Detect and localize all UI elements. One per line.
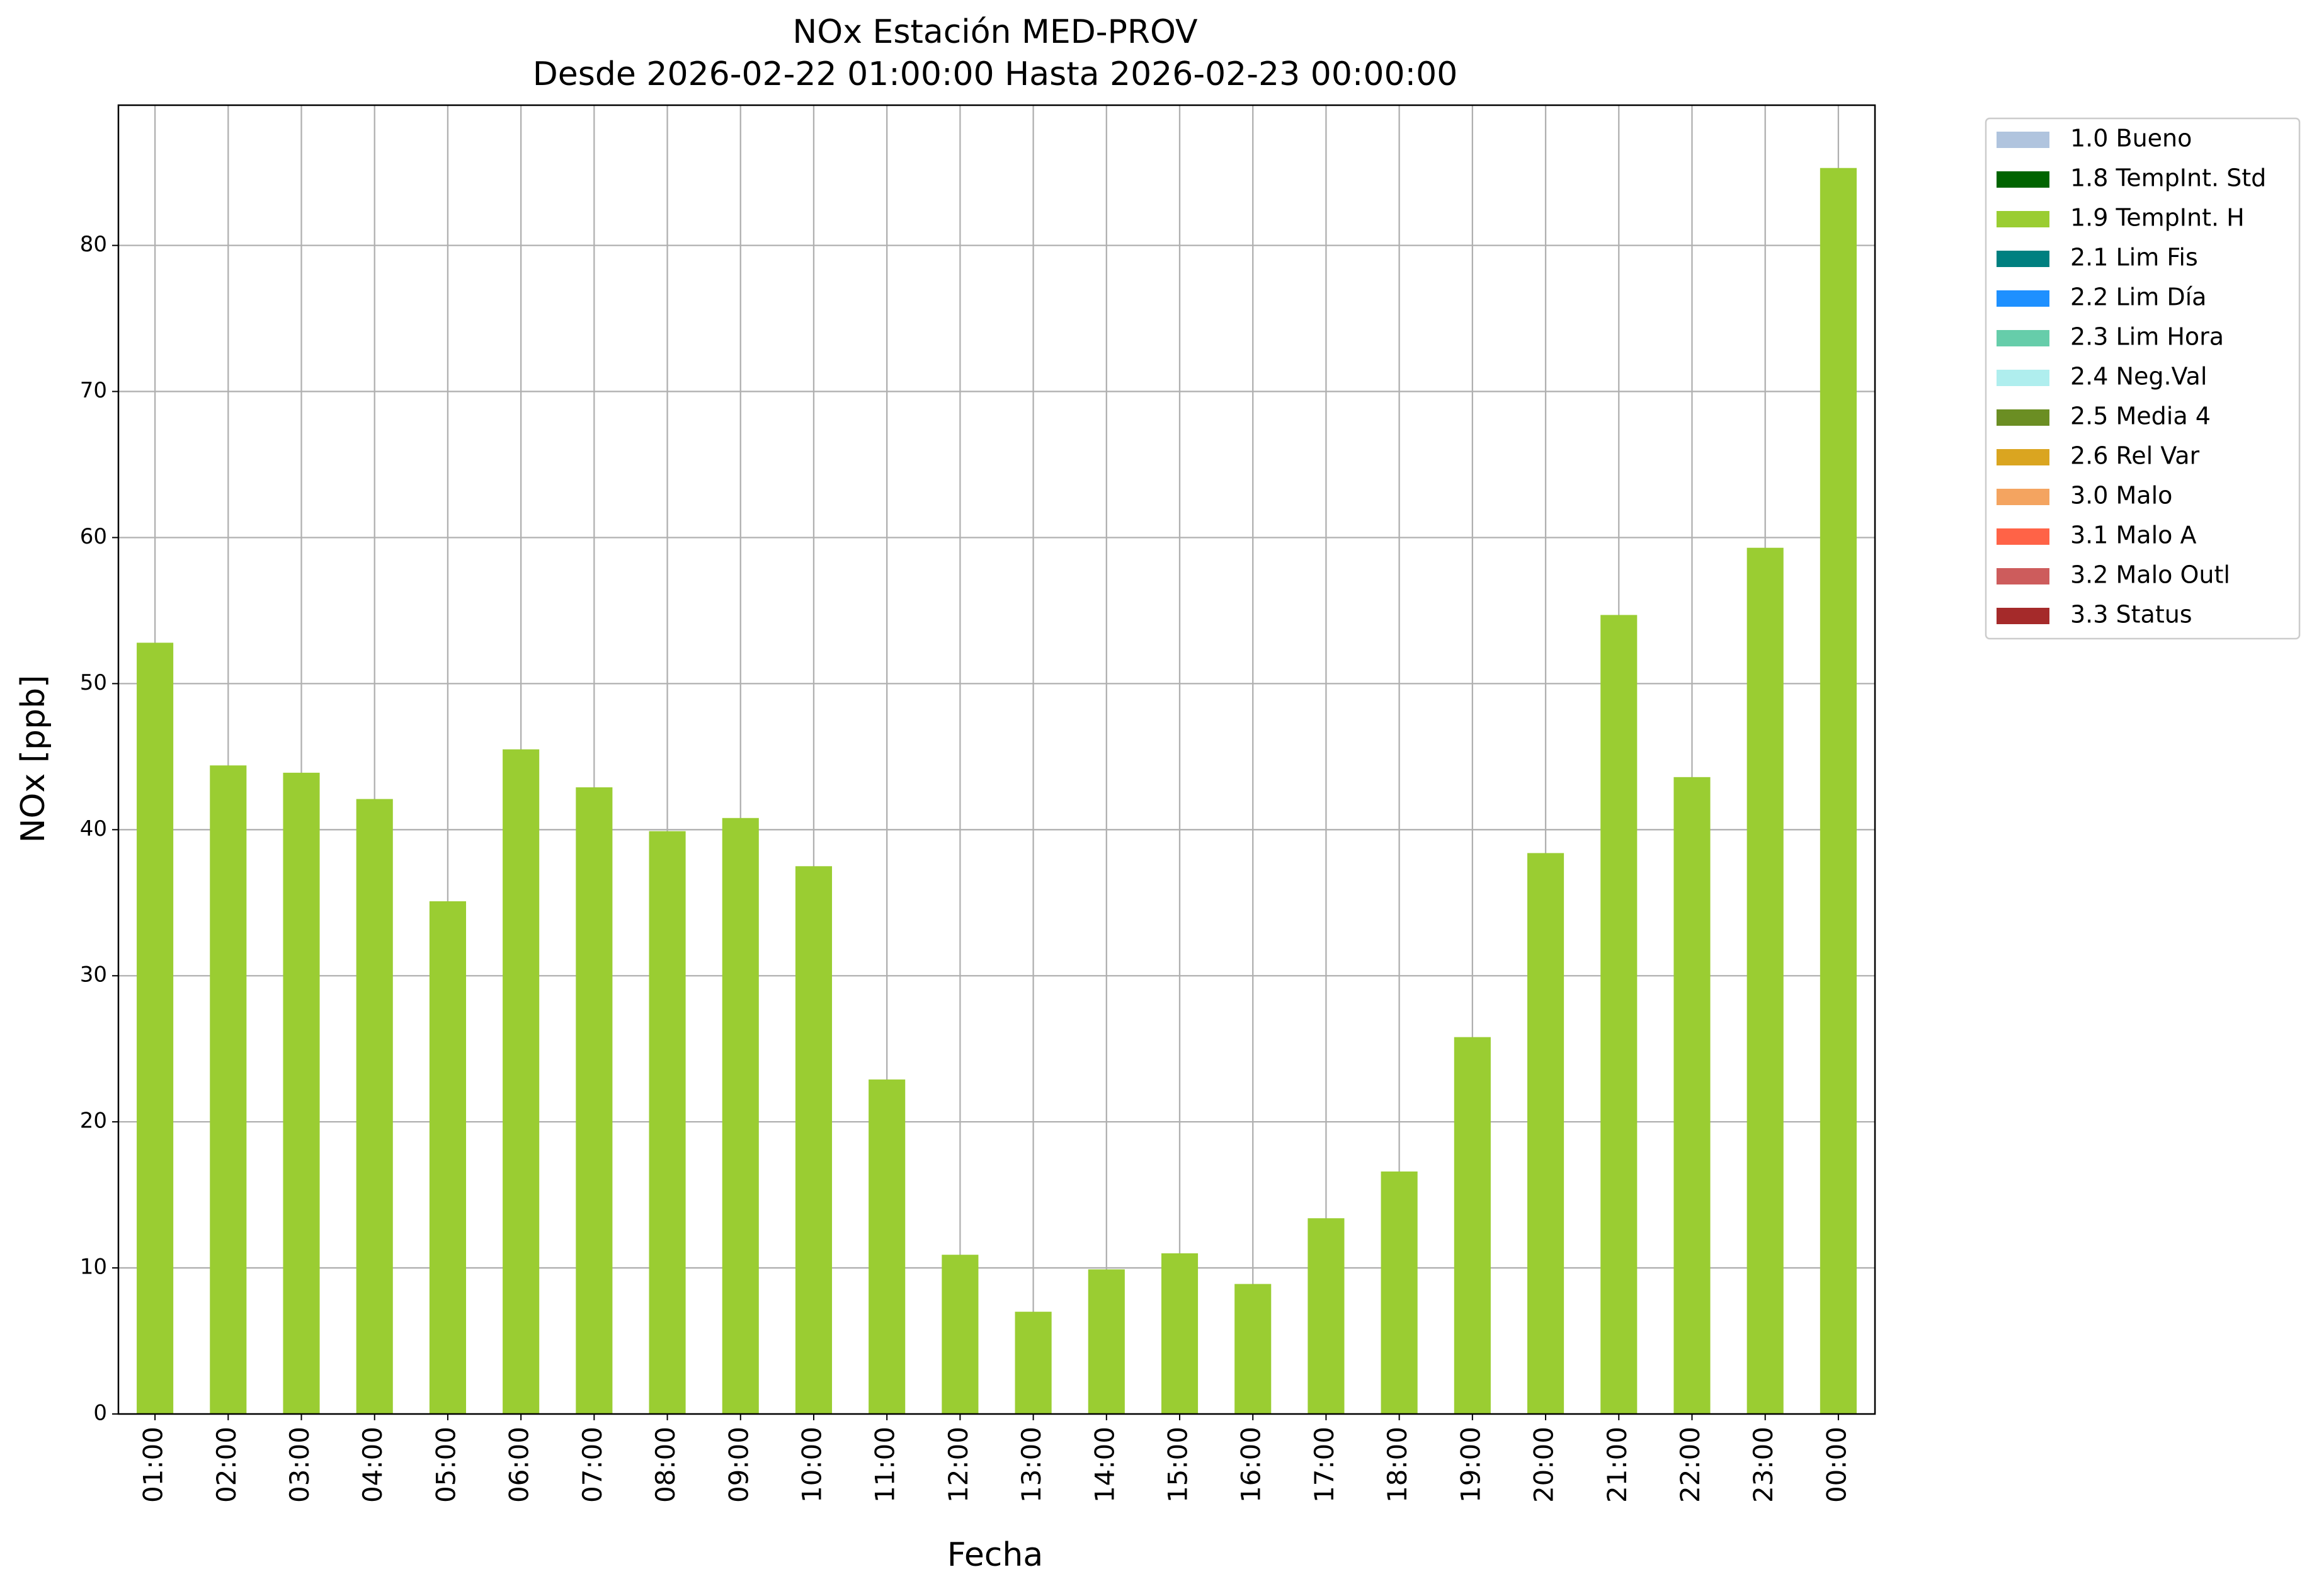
legend-label: 1.9 TempInt. H	[2070, 204, 2245, 232]
bar-segment	[1088, 1269, 1125, 1414]
bar-segment	[356, 799, 393, 1414]
legend-swatch	[1997, 449, 2049, 465]
x-tick-label: 03:00	[284, 1427, 315, 1503]
y-tick-label: 60	[80, 524, 107, 549]
x-tick-label: 08:00	[650, 1427, 681, 1503]
x-tick-label: 00:00	[1821, 1427, 1852, 1503]
y-tick-label: 70	[80, 378, 107, 403]
legend-swatch	[1997, 489, 2049, 505]
bar-segment	[649, 831, 686, 1414]
bar-segment	[1161, 1253, 1199, 1414]
bar-segment	[1015, 1311, 1052, 1414]
bar-segment	[1234, 1284, 1272, 1414]
bar-segment	[429, 901, 466, 1414]
bar-segment	[722, 818, 759, 1414]
x-tick-label: 12:00	[943, 1427, 974, 1503]
legend-label: 2.6 Rel Var	[2070, 442, 2200, 470]
bar-segment	[1527, 853, 1564, 1414]
legend-swatch	[1997, 568, 2049, 584]
bar-segment	[137, 642, 174, 1414]
bar-segment	[1673, 777, 1711, 1414]
legend-swatch	[1997, 608, 2049, 624]
y-tick-label: 0	[93, 1401, 107, 1426]
bar-segment	[1381, 1171, 1418, 1414]
legend-label: 1.8 TempInt. Std	[2070, 164, 2266, 192]
legend-label: 2.3 Lim Hora	[2070, 323, 2224, 351]
legend-label: 3.0 Malo	[2070, 482, 2172, 510]
x-tick-label: 07:00	[577, 1427, 608, 1503]
y-tick-label: 50	[80, 670, 107, 695]
bar-segment	[869, 1079, 906, 1414]
x-tick-label: 09:00	[723, 1427, 754, 1503]
x-tick-label: 17:00	[1309, 1427, 1340, 1503]
y-tick-label: 80	[80, 232, 107, 257]
legend-label: 3.3 Status	[2070, 601, 2192, 629]
bar-segment	[1600, 615, 1638, 1414]
bar-segment	[1820, 168, 1857, 1414]
bar-segment	[576, 787, 613, 1414]
plot-frame	[117, 104, 1876, 1415]
x-tick-label: 13:00	[1016, 1427, 1047, 1503]
y-tick-label: 30	[80, 962, 107, 988]
legend-swatch	[1997, 290, 2049, 307]
x-tick-label: 01:00	[138, 1427, 169, 1503]
legend-swatch	[1997, 370, 2049, 386]
legend-label: 2.2 Lim Día	[2070, 283, 2206, 311]
x-tick-label: 20:00	[1529, 1427, 1559, 1503]
x-axis-label: Fecha	[947, 1536, 1043, 1574]
bar-segment	[942, 1255, 979, 1414]
legend-label: 2.1 Lim Fis	[2070, 244, 2198, 271]
legend-label: 3.1 Malo A	[2070, 522, 2196, 549]
x-tick-label: 04:00	[357, 1427, 388, 1503]
x-tick-label: 18:00	[1382, 1427, 1413, 1503]
bar-segment	[1454, 1037, 1491, 1414]
y-tick-label: 10	[80, 1255, 107, 1280]
bar-segment	[1746, 547, 1784, 1414]
x-tick-label: 14:00	[1089, 1427, 1120, 1503]
legend-swatch	[1997, 251, 2049, 267]
legend-swatch	[1997, 171, 2049, 188]
x-tick-label: 15:00	[1163, 1427, 1194, 1503]
x-tick-label: 02:00	[211, 1427, 242, 1503]
x-tick-label: 23:00	[1748, 1427, 1779, 1503]
chart-subtitle: Desde 2026-02-22 01:00:00 Hasta 2026-02-…	[533, 55, 1458, 93]
chart-title: NOx Estación MED-PROV	[792, 13, 1198, 51]
legend-label: 2.5 Media 4	[2070, 402, 2211, 430]
bar-segment	[210, 765, 247, 1414]
bar-segment	[1308, 1218, 1345, 1414]
legend-label: 2.4 Neg.Val	[2070, 363, 2207, 390]
legend-swatch	[1997, 528, 2049, 545]
y-tick-label: 20	[80, 1109, 107, 1134]
x-tick-label: 16:00	[1236, 1427, 1267, 1503]
legend-swatch	[1997, 409, 2049, 426]
x-tick-label: 06:00	[504, 1427, 535, 1503]
bar-segment	[283, 772, 320, 1414]
legend-label: 1.0 Bueno	[2070, 125, 2192, 152]
x-tick-label: 19:00	[1455, 1427, 1486, 1503]
bar-segment	[503, 749, 540, 1414]
legend-swatch	[1997, 330, 2049, 346]
x-tick-label: 10:00	[796, 1427, 827, 1503]
x-tick-label: 22:00	[1675, 1427, 1706, 1503]
legend-label: 3.2 Malo Outl	[2070, 561, 2230, 589]
x-tick-label: 11:00	[870, 1427, 901, 1503]
y-axis-label: NOx [ppb]	[14, 675, 52, 843]
legend-swatch	[1997, 132, 2049, 148]
legend-swatch	[1997, 211, 2049, 227]
legend-box	[1985, 117, 2301, 640]
x-tick-label: 21:00	[1602, 1427, 1632, 1503]
x-tick-label: 05:00	[430, 1427, 461, 1503]
y-tick-label: 40	[80, 816, 107, 841]
bar-segment	[795, 866, 833, 1414]
